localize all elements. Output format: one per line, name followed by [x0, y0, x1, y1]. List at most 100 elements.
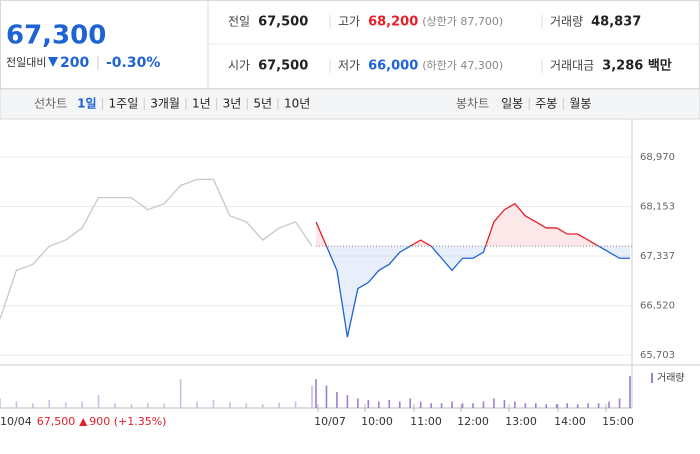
- price: 67,300: [6, 21, 106, 51]
- volume-bar: [367, 400, 370, 408]
- info-value: 3,286 백만: [602, 58, 672, 74]
- volume-bar: [378, 401, 380, 408]
- volume-bar: [163, 403, 166, 408]
- period-tab[interactable]: 1일: [77, 97, 96, 111]
- info-value: 67,500: [258, 15, 308, 30]
- volume-bar: [357, 398, 359, 408]
- tab-bar: [0, 88, 700, 120]
- info-label: 고가: [338, 15, 360, 29]
- volume-bar: [245, 403, 248, 408]
- volume-bar: [451, 401, 453, 408]
- x-tick-label: 14:00: [554, 415, 586, 428]
- x-tick-label: 11:00: [410, 415, 442, 428]
- volume-bar: [130, 404, 133, 408]
- down-icon: [48, 57, 58, 67]
- volume-bar: [482, 401, 485, 408]
- down-area: [326, 246, 630, 338]
- info-value: 66,000: [368, 59, 418, 74]
- x-tick-label: 13:00: [505, 415, 537, 428]
- volume-bar: [608, 401, 610, 408]
- x-tick-label: 10:00: [361, 415, 393, 428]
- info-note: (하한가 47,300): [422, 58, 503, 72]
- volume-bar: [409, 398, 411, 408]
- volume-bar: [587, 403, 589, 408]
- volume-bar: [146, 402, 149, 408]
- info-value: 48,837: [591, 15, 641, 30]
- volume-bar: [555, 404, 558, 408]
- candle-tab[interactable]: 일봉: [501, 97, 523, 111]
- period-tab[interactable]: 3년: [223, 97, 242, 111]
- volume-bar: [346, 395, 349, 408]
- volume-bar: [388, 400, 391, 408]
- y-tick-label: 66,520: [640, 301, 675, 312]
- volume-bar: [398, 401, 401, 408]
- volume-bar: [493, 398, 495, 408]
- volume-bar: [311, 385, 313, 408]
- volume-bar: [97, 395, 100, 408]
- change: 200: [60, 55, 89, 71]
- volume-bar: [419, 401, 422, 408]
- info-label: 거래량: [550, 15, 583, 29]
- chart: 68,970 68,153 67,337 66,520 65,703 거래량 10/07 10…: [0, 119, 700, 428]
- candle-tab[interactable]: 주봉: [535, 97, 557, 111]
- volume-bar: [535, 403, 537, 408]
- volume-bar: [32, 403, 34, 408]
- prev-date: 10/04: [0, 415, 32, 428]
- volume-bar: [196, 401, 198, 408]
- volume-bar: [503, 400, 506, 408]
- volume-bar: [64, 402, 67, 408]
- volume-bar: [294, 401, 297, 408]
- volume-bar: [430, 403, 432, 408]
- period-tab[interactable]: 10년: [284, 97, 310, 111]
- info-note: (상한가 87,700): [422, 15, 503, 28]
- volume-bar: [461, 403, 464, 408]
- candle-tab[interactable]: 월봉: [569, 97, 591, 111]
- x-tick-label: 15:00: [602, 415, 634, 428]
- change-rate: -0.30%: [106, 55, 160, 71]
- period-tab[interactable]: 1주일: [109, 97, 139, 111]
- info-label: 시가: [228, 59, 250, 73]
- legend-swatch: [651, 373, 653, 383]
- info-label: 전일: [228, 15, 250, 29]
- up-icon: [79, 418, 88, 426]
- volume-bar: [440, 403, 443, 408]
- volume-bar: [545, 404, 548, 408]
- prev-change: 900 (+1.35%): [89, 415, 166, 428]
- info-value: 68,200: [368, 15, 418, 30]
- volume-bar: [315, 379, 317, 408]
- volume-bar: [229, 402, 231, 408]
- period-tab[interactable]: 1년: [192, 97, 211, 111]
- period-tab[interactable]: 5년: [253, 97, 272, 111]
- price-line: [0, 178, 313, 320]
- volume-bar: [261, 404, 264, 408]
- x-tick-label: 10/07: [314, 415, 346, 428]
- volume-bar: [597, 403, 600, 408]
- volume-bar: [114, 403, 116, 408]
- y-tick-label: 68,970: [640, 152, 675, 163]
- change-label: 전일대비: [6, 55, 46, 69]
- up-area: [316, 203, 630, 247]
- volume-bar: [15, 401, 18, 408]
- volume-bar: [566, 403, 568, 408]
- volume-bar: [212, 400, 215, 408]
- period-tab[interactable]: 3개월: [150, 97, 180, 111]
- info-table: 전일 67,500 고가 68,200 (상한가 87,700) 거래량 48,837 시가 6…: [228, 15, 672, 74]
- down-line: [325, 246, 630, 338]
- volume-bar: [514, 401, 516, 408]
- volume-bar: [576, 404, 579, 408]
- tabs: 선차트 1일 1주일 3개월 1년 3년 5년 10년 봉차트 일봉 주봉 월봉: [34, 97, 591, 111]
- volume-bar: [629, 376, 631, 408]
- volume-bar: [325, 385, 328, 408]
- volume-bar: [81, 401, 83, 408]
- y-tick-label: 67,337: [640, 251, 675, 262]
- volume-bar: [48, 400, 51, 408]
- volume-bar: [278, 402, 280, 408]
- prev-close: 67,500: [37, 415, 76, 428]
- info-label: 거래대금: [550, 59, 594, 73]
- volume-bar: [524, 403, 527, 408]
- y-tick-label: 68,153: [640, 202, 675, 213]
- info-value: 67,500: [258, 59, 308, 74]
- volume-bar: [0, 398, 1, 408]
